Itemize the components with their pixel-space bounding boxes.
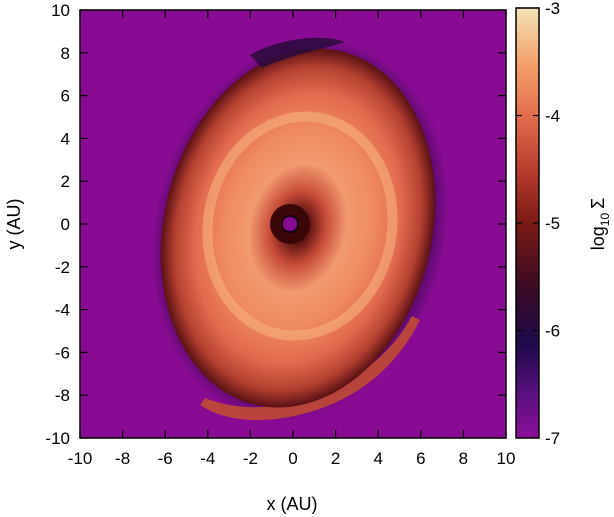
y-tick-label: -10 — [45, 429, 70, 448]
x-tick-label: -2 — [243, 449, 258, 468]
x-axis-label: x (AU) — [267, 494, 318, 514]
disk-rim — [250, 37, 345, 68]
x-tick-label: 8 — [459, 449, 468, 468]
y-tick-label: 8 — [61, 44, 70, 63]
x-tick-label: 4 — [373, 449, 382, 468]
y-tick-label: -6 — [55, 343, 70, 362]
y-axis-label: y (AU) — [4, 199, 24, 250]
y-tick-label: -2 — [55, 258, 70, 277]
x-tick-label: 2 — [331, 449, 340, 468]
y-tick-label: -8 — [55, 386, 70, 405]
colorbar-tick-label: -3 — [545, 0, 560, 18]
x-tick-label: -6 — [158, 449, 173, 468]
colorbar-tick-label: -4 — [545, 107, 560, 126]
y-tick-label: 6 — [61, 87, 70, 106]
colorbar-ticks: -3 -4 -5 -6 -7 — [516, 0, 560, 448]
y-tick-label: 2 — [61, 172, 70, 191]
x-tick-label: 6 — [416, 449, 425, 468]
colorbar-tick-label: -5 — [545, 214, 560, 233]
x-tick-label: 10 — [497, 449, 516, 468]
x-tick-label: -4 — [200, 449, 215, 468]
y-tick-label: 0 — [61, 215, 70, 234]
colorbar-tick-label: -6 — [545, 322, 560, 341]
x-tick-label: 0 — [288, 449, 297, 468]
colorbar-tick-label: -7 — [545, 429, 560, 448]
colorbar-label: log10Σ — [588, 198, 612, 251]
y-tick-label: 10 — [51, 1, 70, 20]
disk-ring — [202, 111, 398, 341]
x-ticks: -10 -8 -6 -4 -2 0 2 4 6 8 10 — [68, 10, 516, 468]
colorbar: -3 -4 -5 -6 -7 log10Σ — [515, 0, 612, 448]
y-tick-label: -4 — [55, 301, 70, 320]
y-tick-label: 4 — [61, 129, 70, 148]
heatmap — [80, 10, 506, 438]
central-hole — [281, 215, 299, 233]
y-ticks: 10 8 6 4 2 0 -2 -4 -6 -8 -10 — [45, 1, 506, 448]
x-tick-label: -10 — [68, 449, 93, 468]
x-tick-label: -8 — [115, 449, 130, 468]
